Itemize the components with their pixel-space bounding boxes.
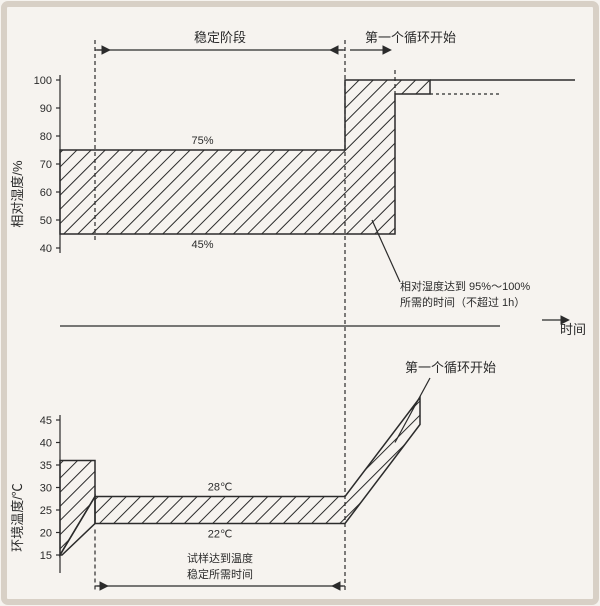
- temp-note-1: 试样达到温度: [187, 551, 253, 565]
- lower-tick-label: 15: [40, 550, 52, 562]
- lower-tick-label: 40: [40, 438, 52, 450]
- humidity-note-2: 所需的时间（不超过 1h）: [400, 295, 525, 309]
- lower-tick-label: 35: [40, 460, 52, 472]
- label-22: 22℃: [208, 529, 233, 541]
- time-label: 时间: [560, 322, 586, 337]
- label-75: 75%: [191, 135, 213, 147]
- phase-label: 稳定阶段: [194, 30, 246, 45]
- label-28: 28℃: [208, 482, 233, 494]
- humidity-band: [60, 80, 430, 234]
- label-45: 45%: [191, 239, 213, 251]
- lower-tick-label: 20: [40, 528, 52, 540]
- lower-cycle-label: 第一个循环开始: [405, 360, 496, 375]
- lower-tick-label: 25: [40, 505, 52, 517]
- upper-tick-label: 90: [40, 103, 52, 115]
- cycle-label: 第一个循环开始: [365, 30, 456, 45]
- upper-tick-label: 60: [40, 187, 52, 199]
- temp-band: [95, 398, 420, 524]
- upper-tick-label: 100: [34, 75, 52, 87]
- humidity-note-1: 相对湿度达到 95%～100%: [400, 279, 530, 293]
- lower-tick-label: 45: [40, 415, 52, 427]
- upper-tick-label: 70: [40, 159, 52, 171]
- temp-note-2: 稳定所需时间: [187, 567, 253, 581]
- upper-tick-label: 40: [40, 243, 52, 255]
- upper-tick-label: 50: [40, 215, 52, 227]
- lower-y-label: 环境温度/℃: [10, 483, 25, 552]
- lower-tick-label: 30: [40, 483, 52, 495]
- upper-y-label: 相对湿度/%: [10, 160, 25, 228]
- upper-tick-label: 80: [40, 131, 52, 143]
